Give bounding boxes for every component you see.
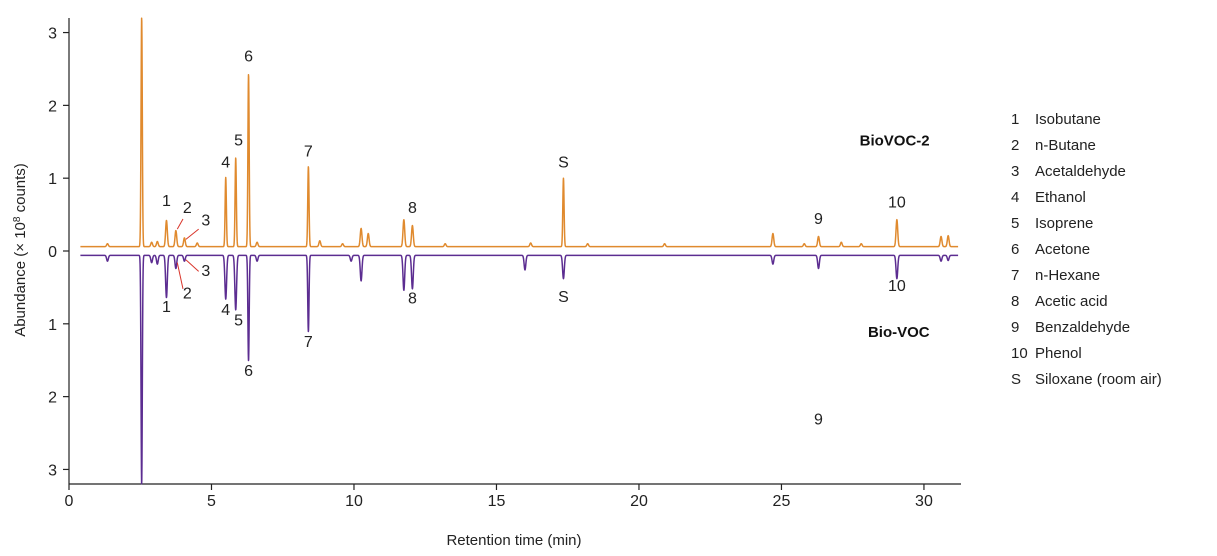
leader-line — [176, 218, 184, 230]
peak-label-top: 10 — [888, 194, 906, 211]
peak-label-bottom: 3 — [201, 263, 210, 280]
peak-label-bottom: 1 — [162, 299, 171, 316]
legend-key: 9 — [1011, 319, 1020, 336]
legend-label: Siloxane (room air) — [1035, 371, 1162, 388]
peak-label-top: 2 — [183, 200, 192, 217]
peak-label-top: 8 — [408, 200, 417, 217]
legend-label: Isobutane — [1035, 111, 1101, 128]
legend-key: 6 — [1011, 241, 1020, 258]
x-tick-label: 10 — [345, 493, 363, 510]
y-axis-title-prefix: Abundance (× 10 — [12, 222, 29, 337]
peak-label-top: 9 — [814, 211, 823, 228]
peak-label-top: 1 — [162, 193, 171, 210]
legend-label: Acetic acid — [1035, 293, 1108, 310]
y-tick-label: 2 — [48, 390, 57, 407]
y-axis-title-exponent: 8 — [12, 216, 23, 222]
legend-label: Isoprene — [1035, 215, 1094, 232]
x-tick-label: 15 — [488, 493, 506, 510]
peak-label-bottom: 8 — [408, 290, 417, 307]
legend-item: 5 Isoprene — [1011, 211, 1162, 237]
leader-line — [185, 259, 200, 272]
peak-label-top: 7 — [304, 143, 313, 160]
legend-item: 1 Isobutane — [1011, 107, 1162, 133]
peak-label-top: 6 — [244, 49, 253, 66]
peak-label-top: S — [558, 154, 569, 171]
legend-key: 10 — [1011, 345, 1028, 362]
legend-key: 7 — [1011, 267, 1020, 284]
series-label: BioVOC-2 — [860, 132, 930, 149]
peak-label-bottom: 5 — [234, 312, 243, 329]
compound-legend: 1 Isobutane 2 n-Butane 3 Acetaldehyde 4 Etha… — [1011, 107, 1162, 393]
legend-label: Acetaldehyde — [1035, 163, 1126, 180]
legend-item: 10 Phenol — [1011, 341, 1162, 367]
y-tick-label: 3 — [48, 26, 57, 43]
peak-label-bottom: 10 — [888, 278, 906, 295]
legend-key: 5 — [1011, 215, 1020, 232]
peak-label-bottom: 2 — [183, 285, 192, 302]
legend-key: 3 — [1011, 163, 1020, 180]
leader-line — [176, 262, 184, 289]
legend-item: 2 n-Butane — [1011, 133, 1162, 159]
leader-line — [185, 228, 199, 240]
x-tick-label: 0 — [65, 493, 74, 510]
series-line-biovoc-2 — [79, 17, 959, 248]
legend-label: Ethanol — [1035, 189, 1086, 206]
legend-item: 4 Ethanol — [1011, 185, 1162, 211]
peak-label-top: 4 — [221, 154, 230, 171]
legend-key: 8 — [1011, 293, 1020, 310]
legend-item: S Siloxane (room air) — [1011, 367, 1162, 393]
legend-label: n-Hexane — [1035, 267, 1101, 284]
x-tick-label: 30 — [915, 493, 933, 510]
x-tick-label: 25 — [773, 493, 791, 510]
legend-key: 2 — [1011, 137, 1020, 154]
x-tick-label: 20 — [630, 493, 648, 510]
peak-label-top: 5 — [234, 132, 243, 149]
legend-key: 4 — [1011, 189, 1020, 206]
peak-label-bottom: 6 — [244, 363, 253, 380]
legend-key: S — [1011, 371, 1022, 388]
y-tick-label: 0 — [48, 244, 57, 261]
series-label: Bio-VOC — [868, 324, 930, 341]
y-axis-title-suffix: counts) — [12, 163, 29, 216]
y-tick-label: 1 — [48, 317, 57, 334]
legend-key: 1 — [1011, 111, 1020, 128]
legend-label: Benzaldehyde — [1035, 319, 1131, 336]
series-line-bio-voc — [79, 254, 959, 485]
legend-item: 3 Acetaldehyde — [1011, 159, 1162, 185]
legend-item: 6 Acetone — [1011, 237, 1162, 263]
y-tick-label: 3 — [48, 462, 57, 479]
y-axis-title: Abundance (× 108 counts) — [12, 163, 30, 337]
peak-label-bottom: S — [558, 289, 569, 306]
legend-item: 9 Benzaldehyde — [1011, 315, 1162, 341]
legend-label: n-Butane — [1035, 137, 1096, 154]
peak-label-top: 3 — [201, 213, 210, 230]
peak-label-bottom: 4 — [221, 302, 230, 319]
x-axis-title: Retention time (min) — [446, 532, 581, 549]
legend-item: 8 Acetic acid — [1011, 289, 1162, 315]
traces-group — [79, 17, 959, 485]
legend-label: Acetone — [1035, 241, 1091, 258]
x-tick-label: 5 — [207, 493, 216, 510]
y-tick-label: 2 — [48, 98, 57, 115]
peak-label-bottom: 7 — [304, 334, 313, 351]
y-tick-label: 1 — [48, 171, 57, 188]
legend-item: 7 n-Hexane — [1011, 263, 1162, 289]
peak-label-bottom: 9 — [814, 411, 823, 428]
legend-label: Phenol — [1035, 345, 1082, 362]
